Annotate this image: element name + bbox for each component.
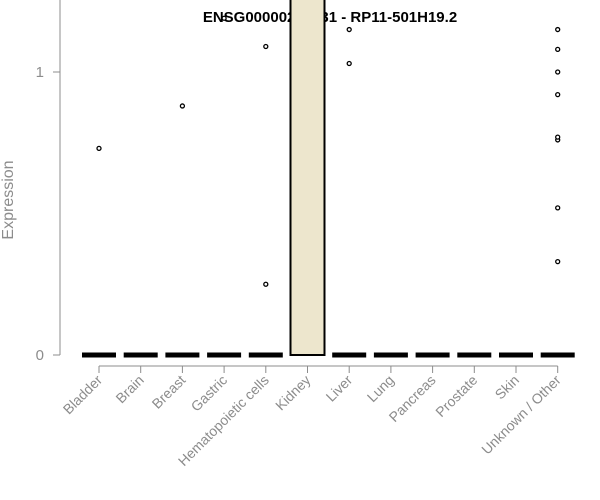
outlier-point [263, 43, 269, 50]
outlier-point [555, 205, 561, 211]
box-group [207, 15, 242, 358]
box [289, 0, 326, 356]
box-group [165, 103, 200, 358]
x-tick-label: Lung [364, 372, 397, 405]
outlier-point [179, 103, 186, 109]
x-tick-label: Prostate [432, 372, 480, 420]
x-tick-label: Unknown / Other [478, 372, 564, 458]
box-group [332, 26, 367, 358]
box-group [499, 352, 533, 358]
y-axis-label: Expression [0, 160, 17, 239]
outlier-point [221, 15, 227, 21]
box-group [540, 26, 575, 358]
box-group [289, 0, 326, 356]
outlier-point [555, 134, 561, 140]
outlier-point [555, 69, 561, 75]
x-tick-label: Bladder [60, 372, 106, 418]
y-tick-label: 1 [36, 64, 44, 81]
x-tick-label: Skin [492, 372, 523, 403]
x-tick-label: Breast [149, 372, 189, 412]
outlier-point [555, 46, 561, 53]
y-axis: 01234 [36, 0, 61, 364]
box-group [248, 43, 283, 358]
x-tick-label: Kidney [272, 372, 314, 414]
box-group [415, 352, 450, 358]
outlier-point [263, 281, 269, 287]
outlier-point [96, 145, 102, 152]
boxes [82, 0, 575, 358]
x-tick-label: Liver [323, 372, 356, 405]
outlier-point [555, 258, 561, 265]
outlier-point [346, 60, 352, 67]
y-tick-label: 0 [36, 347, 44, 364]
outlier-point [555, 91, 561, 98]
chart-title: ENSG00000229731 - RP11-501H19.2 [203, 9, 457, 26]
outlier-point [346, 26, 352, 33]
x-tick-label: Brain [112, 372, 146, 406]
box-group [82, 145, 116, 358]
outlier-point [555, 26, 561, 33]
